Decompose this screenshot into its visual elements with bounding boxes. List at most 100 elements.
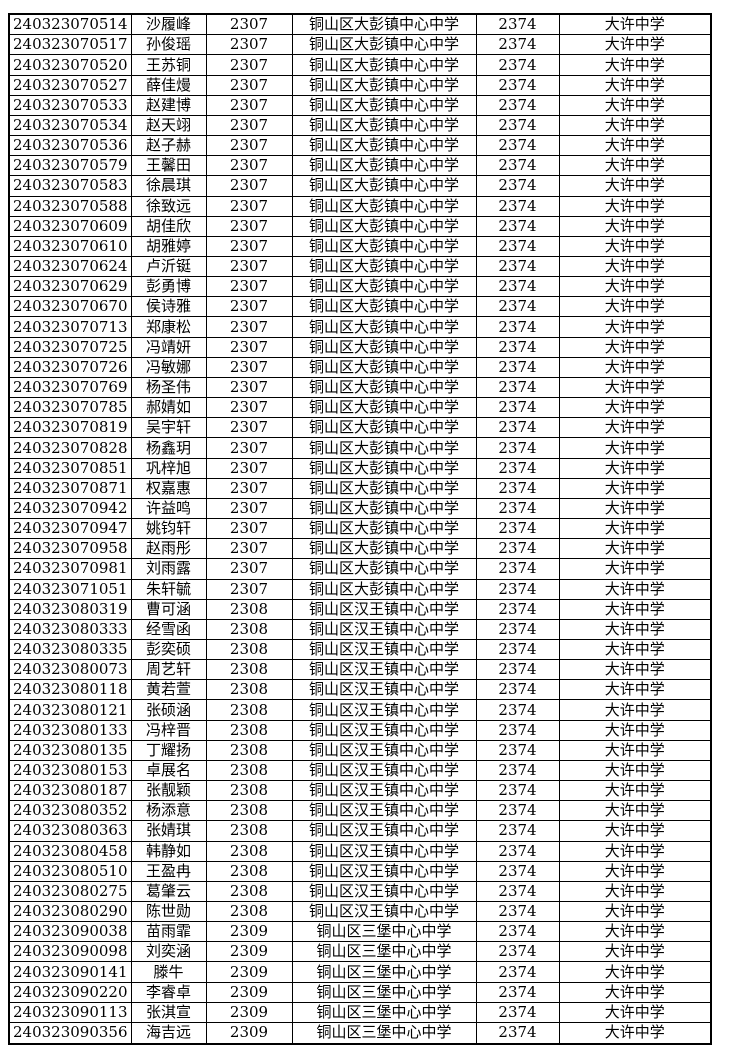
student-name-cell: 朱轩毓 xyxy=(130,578,207,600)
table-row: 240323071051 朱轩毓 2307 铜山区大彭镇中心中学 2374 大许中学 xyxy=(8,578,712,600)
destination-school-cell: 大许中学 xyxy=(558,437,712,459)
school-name-cell: 铜山区汉王镇中心中学 xyxy=(291,699,477,721)
destination-school-cell: 大许中学 xyxy=(558,235,712,258)
destination-code-cell: 2374 xyxy=(475,739,560,761)
exam-number-cell: 240323070624 xyxy=(8,256,132,278)
school-code-cell: 2307 xyxy=(205,54,293,76)
destination-school-cell: 大许中学 xyxy=(558,417,712,439)
school-name-cell: 铜山区大彭镇中心中学 xyxy=(291,235,477,258)
student-name-cell: 张淇宣 xyxy=(130,1001,207,1023)
destination-code-cell: 2374 xyxy=(475,598,560,620)
student-name-cell: 张靓颖 xyxy=(130,780,207,802)
school-code-cell: 2307 xyxy=(205,235,293,258)
student-name-cell: 侯诗雅 xyxy=(130,296,207,318)
table-row: 240323070670 侯诗雅 2307 铜山区大彭镇中心中学 2374 大许中学 xyxy=(8,296,712,318)
student-name-cell: 赵建博 xyxy=(130,94,207,116)
exam-number-cell: 240323080275 xyxy=(8,880,132,903)
school-name-cell: 铜山区大彭镇中心中学 xyxy=(291,94,477,116)
school-name-cell: 铜山区大彭镇中心中学 xyxy=(291,215,477,237)
destination-code-cell: 2374 xyxy=(475,376,560,399)
destination-school-cell: 大许中学 xyxy=(558,598,712,620)
school-name-cell: 铜山区汉王镇中心中学 xyxy=(291,780,477,802)
school-code-cell: 2307 xyxy=(205,578,293,600)
school-name-cell: 铜山区大彭镇中心中学 xyxy=(291,296,477,318)
table-row: 240323090113 张淇宣 2309 铜山区三堡中心中学 2374 大许中学 xyxy=(8,1001,712,1023)
exam-number-cell: 240323070583 xyxy=(8,175,132,197)
table-row: 240323070769 杨圣伟 2307 铜山区大彭镇中心中学 2374 大许中学 xyxy=(8,376,712,399)
student-name-cell: 黄若萱 xyxy=(130,679,207,701)
destination-school-cell: 大许中学 xyxy=(558,880,712,903)
destination-school-cell: 大许中学 xyxy=(558,719,712,741)
school-code-cell: 2309 xyxy=(205,921,293,943)
table-row: 240323080118 黄若萱 2308 铜山区汉王镇中心中学 2374 大许中学 xyxy=(8,679,712,701)
school-name-cell: 铜山区汉王镇中心中学 xyxy=(291,901,477,923)
school-code-cell: 2308 xyxy=(205,699,293,721)
destination-code-cell: 2374 xyxy=(475,659,560,681)
destination-code-cell: 2374 xyxy=(475,840,560,862)
school-code-cell: 2308 xyxy=(205,598,293,620)
destination-code-cell: 2374 xyxy=(475,34,560,56)
destination-school-cell: 大许中学 xyxy=(558,397,712,419)
destination-school-cell: 大许中学 xyxy=(558,679,712,701)
destination-code-cell: 2374 xyxy=(475,518,560,540)
school-name-cell: 铜山区大彭镇中心中学 xyxy=(291,457,477,479)
table-row: 240323070725 冯靖妍 2307 铜山区大彭镇中心中学 2374 大许中学 xyxy=(8,336,712,358)
school-name-cell: 铜山区大彭镇中心中学 xyxy=(291,155,477,177)
destination-code-cell: 2374 xyxy=(475,54,560,76)
table-row: 240323070726 冯敏娜 2307 铜山区大彭镇中心中学 2374 大许中学 xyxy=(8,356,712,378)
school-code-cell: 2308 xyxy=(205,739,293,761)
table-row: 240323070534 赵天翊 2307 铜山区大彭镇中心中学 2374 大许中学 xyxy=(8,114,712,137)
destination-code-cell: 2374 xyxy=(475,437,560,459)
school-name-cell: 铜山区三堡中心中学 xyxy=(291,1001,477,1023)
school-name-cell: 铜山区大彭镇中心中学 xyxy=(291,538,477,560)
table-row: 240323070947 姚钧轩 2307 铜山区大彭镇中心中学 2374 大许中学 xyxy=(8,518,712,540)
school-name-cell: 铜山区汉王镇中心中学 xyxy=(291,679,477,701)
school-name-cell: 铜山区三堡中心中学 xyxy=(291,1021,477,1045)
school-name-cell: 铜山区三堡中心中学 xyxy=(291,921,477,943)
exam-number-cell: 240323080133 xyxy=(8,719,132,741)
table-row: 240323070536 赵子赫 2307 铜山区大彭镇中心中学 2374 大许中学 xyxy=(8,135,712,157)
table-row: 240323070583 徐晨琪 2307 铜山区大彭镇中心中学 2374 大许中学 xyxy=(8,175,712,197)
destination-code-cell: 2374 xyxy=(475,558,560,580)
student-name-cell: 杨添意 xyxy=(130,800,207,822)
destination-code-cell: 2374 xyxy=(475,256,560,278)
school-code-cell: 2309 xyxy=(205,1021,293,1045)
student-name-cell: 王苏铜 xyxy=(130,54,207,76)
destination-school-cell: 大许中学 xyxy=(558,34,712,56)
destination-school-cell: 大许中学 xyxy=(558,155,712,177)
destination-code-cell: 2374 xyxy=(475,296,560,318)
destination-school-cell: 大许中学 xyxy=(558,276,712,298)
school-name-cell: 铜山区大彭镇中心中学 xyxy=(291,175,477,197)
school-name-cell: 铜山区三堡中心中学 xyxy=(291,961,477,983)
destination-school-cell: 大许中学 xyxy=(558,316,712,338)
exam-number-cell: 240323080153 xyxy=(8,759,132,782)
destination-school-cell: 大许中学 xyxy=(558,820,712,842)
destination-code-cell: 2374 xyxy=(475,901,560,923)
school-name-cell: 铜山区大彭镇中心中学 xyxy=(291,195,477,217)
table-row: 240323070579 王馨田 2307 铜山区大彭镇中心中学 2374 大许中学 xyxy=(8,155,712,177)
destination-school-cell: 大许中学 xyxy=(558,54,712,76)
exam-number-cell: 240323070947 xyxy=(8,518,132,540)
student-name-cell: 丁耀扬 xyxy=(130,739,207,761)
exam-number-cell: 240323070609 xyxy=(8,215,132,237)
student-name-cell: 刘雨露 xyxy=(130,558,207,580)
student-name-cell: 赵天翊 xyxy=(130,114,207,137)
destination-code-cell: 2374 xyxy=(475,860,560,882)
table-row: 240323090098 刘奕涵 2309 铜山区三堡中心中学 2374 大许中学 xyxy=(8,941,712,963)
exam-number-cell: 240323070713 xyxy=(8,316,132,338)
exam-number-cell: 240323070851 xyxy=(8,457,132,479)
table-row: 240323070520 王苏铜 2307 铜山区大彭镇中心中学 2374 大许中学 xyxy=(8,54,712,76)
destination-code-cell: 2374 xyxy=(475,417,560,439)
destination-code-cell: 2374 xyxy=(475,316,560,338)
student-name-cell: 郑康松 xyxy=(130,316,207,338)
table-row: 240323080121 张硕涵 2308 铜山区汉王镇中心中学 2374 大许中学 xyxy=(8,699,712,721)
destination-school-cell: 大许中学 xyxy=(558,114,712,137)
school-name-cell: 铜山区汉王镇中心中学 xyxy=(291,880,477,903)
destination-school-cell: 大许中学 xyxy=(558,901,712,923)
student-roster-table: 240323070514 沙履峰 2307 铜山区大彭镇中心中学 2374 大许中学 240… xyxy=(8,13,712,1045)
school-name-cell: 铜山区大彭镇中心中学 xyxy=(291,518,477,540)
exam-number-cell: 240323070785 xyxy=(8,397,132,419)
table-row: 240323070610 胡雅婷 2307 铜山区大彭镇中心中学 2374 大许中学 xyxy=(8,235,712,258)
destination-code-cell: 2374 xyxy=(475,578,560,600)
destination-school-cell: 大许中学 xyxy=(558,94,712,116)
